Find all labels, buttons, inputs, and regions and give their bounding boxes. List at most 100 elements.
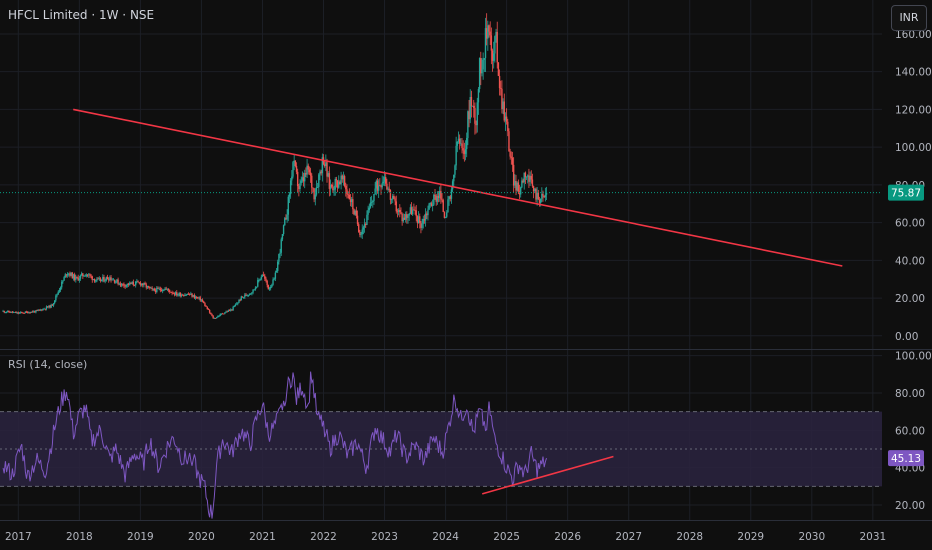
candle-body [100, 279, 103, 281]
time-axis-label: 2031 [859, 531, 886, 543]
candle-body [68, 273, 70, 275]
candle-body [443, 212, 446, 218]
candle-body [93, 278, 96, 282]
candle-body [36, 310, 38, 312]
candle-body [488, 25, 490, 32]
time-axis[interactable]: 2017 2018 2019 2020 2021 2022 2023 2024 2025 2026… [5, 531, 886, 543]
candle-body [284, 218, 286, 226]
candle-body [477, 89, 480, 103]
candle-body [110, 277, 112, 280]
candle-body [90, 275, 92, 277]
candle-body [153, 288, 156, 291]
candle-body [104, 280, 106, 282]
candle-body [332, 186, 334, 191]
price-axis-label: 20.00 [895, 293, 925, 305]
candle-body [231, 309, 233, 311]
candle-body [14, 312, 16, 313]
rsi-indicator-title[interactable]: RSI (14, close) [8, 358, 88, 371]
candle-body [194, 296, 197, 299]
price-axis-label: 100.00 [895, 142, 932, 154]
candle-body [448, 196, 450, 200]
candle-body [59, 287, 62, 290]
candle-body [383, 177, 386, 182]
candle-body [277, 261, 279, 271]
candle-body [187, 293, 190, 295]
price-axis[interactable]: 0.0020.0040.0060.0080.00100.00120.00140.… [895, 29, 932, 343]
candle-body [254, 287, 257, 290]
candle-body [440, 190, 442, 200]
candle-body [482, 59, 484, 70]
candle-body [238, 299, 240, 303]
candle-body [504, 116, 507, 121]
candle-body [84, 275, 86, 277]
time-axis-label: 2023 [371, 531, 398, 543]
candle-body [532, 186, 535, 192]
candle-body [157, 287, 159, 289]
candle-body [508, 131, 510, 152]
candle-body [409, 207, 412, 214]
candle-body [296, 171, 299, 187]
candle-body [143, 283, 145, 286]
candle-body [213, 318, 216, 320]
candle-body [386, 183, 388, 190]
candle-body [369, 202, 372, 208]
candle-body [362, 227, 365, 230]
time-axis-label: 2027 [615, 531, 642, 543]
candle-body [51, 304, 54, 306]
candle-body [333, 189, 335, 191]
candle-body [63, 277, 65, 281]
candle-body [326, 162, 328, 177]
candle-body [220, 313, 223, 315]
candle-body [313, 188, 315, 200]
candle-body [392, 196, 394, 199]
candle-body [321, 157, 324, 174]
candle-body [534, 188, 536, 192]
candle-body [368, 207, 370, 211]
candle-body [145, 284, 147, 288]
candle-body [210, 312, 212, 315]
candle-body [507, 121, 509, 132]
candle-body [539, 198, 542, 203]
candle-body [38, 309, 41, 311]
candle-body [212, 315, 214, 319]
candle-body [300, 180, 302, 184]
candle-body [85, 274, 88, 276]
candle-body [421, 223, 423, 228]
candle-body [516, 182, 518, 191]
candle-body [130, 282, 132, 284]
trendlines[interactable] [73, 108, 843, 495]
candle-body [293, 160, 295, 163]
candle-body [305, 173, 307, 175]
candle-body [125, 285, 128, 287]
candle-body [467, 111, 469, 138]
candle-body [267, 285, 270, 290]
candle-body [233, 306, 235, 307]
candle-body [455, 145, 457, 166]
candle-body [541, 193, 543, 199]
candle-body [498, 75, 501, 89]
candle-body [260, 276, 262, 280]
rsi-band [0, 411, 882, 487]
candle-body [64, 274, 66, 278]
candle-body [480, 58, 482, 74]
candle-body [422, 218, 424, 224]
candle-body [495, 31, 497, 37]
candle-body [73, 274, 76, 280]
candle-body [188, 294, 191, 296]
candle-body [163, 290, 165, 291]
candle-body [197, 297, 199, 299]
candle-body [261, 274, 264, 277]
candle-body [8, 310, 10, 313]
time-axis-label: 2020 [188, 531, 215, 543]
candle-body [218, 315, 220, 317]
candle-body [377, 185, 380, 191]
last-value-tags: 75.87 45.13 [0, 184, 924, 467]
candle-body [354, 210, 356, 215]
candle-body [264, 275, 266, 279]
rsi-axis-label: 20.00 [895, 500, 925, 512]
candle-body [285, 218, 287, 220]
candle-body [262, 274, 265, 276]
currency-button[interactable]: INR [891, 5, 927, 31]
candle-body [3, 310, 5, 313]
